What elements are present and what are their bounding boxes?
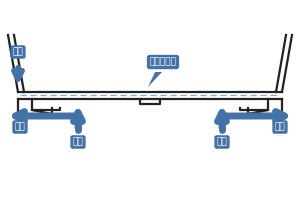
Text: 排水: 排水 — [15, 122, 26, 132]
Text: メッシュ部: メッシュ部 — [150, 58, 176, 66]
Polygon shape — [148, 72, 162, 87]
Text: 吸気: 吸気 — [73, 138, 83, 146]
Text: お水: お水 — [13, 47, 23, 56]
Text: 吸気: 吸気 — [217, 138, 227, 146]
Text: 排水: 排水 — [274, 122, 285, 132]
